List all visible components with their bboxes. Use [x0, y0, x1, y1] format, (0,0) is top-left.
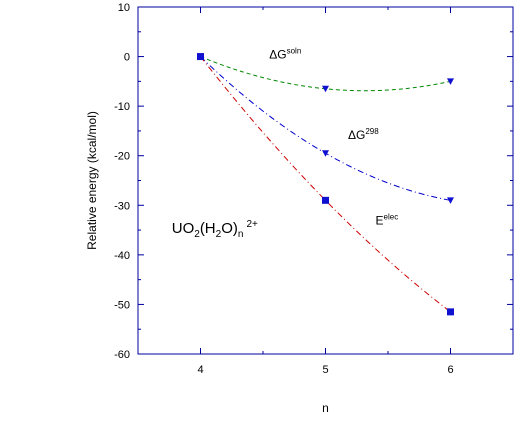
markers-layer — [197, 53, 454, 316]
x-tick-label: 4 — [197, 364, 203, 376]
curve-label-0: ΔGsoln — [269, 47, 301, 62]
y-tick-label: -10 — [114, 101, 130, 113]
y-tick-label: 0 — [124, 52, 130, 64]
series-0-line — [200, 56, 451, 92]
annotation-base: E — [376, 214, 384, 228]
x-tick-label: 6 — [447, 364, 453, 376]
series-2-point — [197, 53, 204, 61]
x-axis: 4 5 6 — [137, 7, 514, 376]
curve-label-2: Eelec — [376, 213, 399, 228]
series-1-point — [447, 197, 454, 204]
annotation-sub2: 2 — [216, 229, 222, 240]
y-axis-title: Relative energy (kcal/mol) — [85, 111, 99, 250]
x-axis-title: n — [322, 401, 329, 415]
series-2-point — [447, 308, 454, 316]
y-tick-label: -40 — [114, 250, 130, 262]
annotation-base: UO — [172, 220, 195, 237]
formula-label: UO2(H2O)n2+ — [172, 219, 258, 240]
annotation-base: ΔG — [269, 48, 286, 62]
y-tick-label: -20 — [114, 151, 130, 163]
y-tick-label: -60 — [114, 349, 130, 361]
annotation-sup: soln — [287, 47, 302, 56]
annotation-mid: (H — [200, 220, 216, 237]
annotation-sub1: 2 — [194, 229, 200, 240]
y-tick-label: 10 — [118, 2, 130, 14]
annotation-tail: O) — [221, 220, 238, 237]
y-tick-label: -30 — [114, 200, 130, 212]
series-1-point — [322, 150, 329, 157]
annotation-base: ΔG — [348, 128, 365, 142]
x-tick-label: 5 — [322, 364, 328, 376]
annotation-sup: 298 — [365, 127, 379, 136]
series-0-point — [322, 85, 329, 93]
y-axis: 10 0 -10 -20 -30 -40 -50 -60 — [114, 2, 513, 361]
annotation-sub3: n — [238, 229, 244, 240]
series-2-point — [322, 196, 329, 204]
annotation-sup: elec — [384, 213, 399, 222]
series-0-point — [447, 78, 454, 85]
plot-frame — [137, 6, 514, 355]
annotation-sup: 2+ — [246, 219, 258, 230]
y-tick-label: -50 — [114, 299, 130, 311]
series-layer — [200, 56, 451, 313]
series-1-line — [200, 56, 451, 201]
series-2-line — [200, 56, 451, 313]
curve-label-1: ΔG298 — [348, 127, 379, 142]
